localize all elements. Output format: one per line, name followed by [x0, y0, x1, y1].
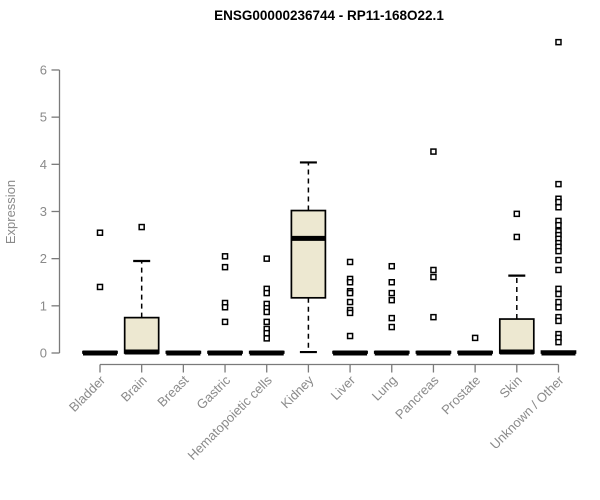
- x-tick-label: Gastric: [193, 372, 233, 412]
- outlier-point: [388, 314, 396, 322]
- outlier-point: [555, 180, 562, 188]
- boxes-layer: [82, 38, 577, 356]
- outlier-point: [263, 329, 270, 337]
- box-group: [290, 161, 327, 354]
- x-tick-label: Skin: [496, 373, 524, 401]
- y-tick-label: 1: [40, 298, 47, 313]
- y-tick-label: 6: [40, 62, 47, 77]
- outlier-point: [388, 289, 396, 297]
- outlier-point: [138, 223, 145, 231]
- iqr-box: [290, 209, 327, 299]
- y-tick-label: 5: [40, 110, 47, 125]
- outlier-point: [346, 289, 354, 297]
- outlier-point: [555, 221, 562, 229]
- outlier-point: [555, 38, 562, 46]
- outlier-point: [555, 303, 562, 311]
- box-group: [248, 255, 285, 356]
- outlier-point: [346, 309, 354, 317]
- outlier-point: [513, 210, 521, 218]
- x-tick-label: Kidney: [278, 372, 317, 411]
- outlier-point: [555, 198, 562, 206]
- x-tick-label: Unknown / Other: [487, 372, 567, 452]
- x-tick-label: Breast: [154, 372, 191, 409]
- box-group: [207, 253, 243, 356]
- outlier-point: [555, 338, 562, 346]
- outlier-point: [555, 285, 562, 293]
- outlier-point: [555, 290, 562, 298]
- box-group: [123, 223, 160, 355]
- box-group: [540, 38, 577, 356]
- outlier-point: [388, 262, 396, 270]
- outlier-point: [388, 323, 396, 331]
- y-tick-label: 3: [40, 204, 47, 219]
- outlier-point: [555, 266, 562, 274]
- x-tick-label: Lung: [369, 373, 400, 404]
- box-group: [82, 229, 118, 356]
- outlier-point: [96, 229, 104, 236]
- y-tick-label: 0: [40, 346, 47, 361]
- outlier-point: [555, 317, 562, 325]
- box-group: [373, 262, 410, 356]
- x-tick-label: Brain: [118, 373, 150, 405]
- outlier-point: [346, 278, 354, 286]
- box-group: [457, 334, 493, 356]
- y-axis-label: Expression: [3, 180, 18, 244]
- outlier-point: [221, 318, 229, 326]
- outlier-point: [430, 148, 437, 155]
- outlier-point: [263, 289, 270, 297]
- outlier-point: [96, 283, 104, 291]
- outlier-point: [555, 256, 562, 264]
- x-tick-label: Liver: [328, 372, 359, 403]
- x-tick-label: Bladder: [66, 372, 109, 415]
- y-tick-label: 4: [40, 157, 47, 172]
- x-tick-label: Prostate: [438, 373, 483, 418]
- box-group: [415, 148, 452, 356]
- outlier-point: [555, 203, 562, 211]
- outlier-point: [346, 258, 354, 266]
- outlier-point: [263, 318, 270, 326]
- box-group: [332, 258, 368, 356]
- x-tick-label: Pancreas: [392, 372, 442, 422]
- outlier-point: [263, 308, 270, 316]
- outlier-point: [221, 253, 229, 260]
- outlier-point: [513, 233, 521, 241]
- box-group: [498, 210, 535, 355]
- outlier-point: [555, 298, 562, 306]
- iqr-box: [123, 316, 160, 354]
- outlier-point: [263, 255, 270, 262]
- outlier-point: [346, 332, 354, 340]
- y-tick-label: 2: [40, 251, 47, 266]
- box-group: [165, 350, 202, 356]
- outlier-point: [430, 273, 437, 281]
- outlier-point: [555, 247, 562, 255]
- outlier-point: [263, 335, 270, 342]
- outlier-point: [221, 263, 229, 271]
- outlier-point: [430, 266, 437, 274]
- outlier-point: [388, 278, 396, 286]
- outlier-point: [430, 313, 437, 321]
- chart-title: ENSG00000236744 - RP11-168O22.1: [214, 8, 444, 23]
- outlier-point: [346, 298, 354, 306]
- outlier-point: [221, 303, 229, 311]
- iqr-box: [498, 318, 535, 354]
- outlier-point: [471, 334, 479, 342]
- outlier-point: [388, 296, 396, 304]
